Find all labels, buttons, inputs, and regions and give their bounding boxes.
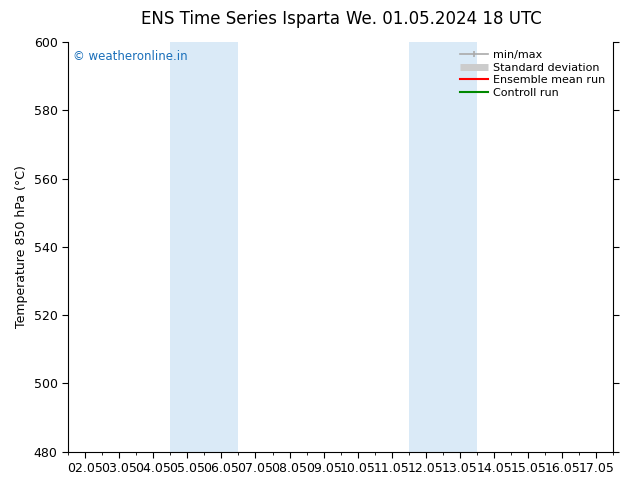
Bar	[204, 42, 238, 452]
Legend: min/max, Standard deviation, Ensemble mean run, Controll run: min/max, Standard deviation, Ensemble me…	[456, 46, 610, 102]
Bar	[443, 42, 477, 452]
Bar	[409, 42, 443, 452]
Bar	[171, 42, 204, 452]
Text: © weatheronline.in: © weatheronline.in	[74, 50, 188, 63]
Text: We. 01.05.2024 18 UTC: We. 01.05.2024 18 UTC	[346, 10, 541, 28]
Text: ENS Time Series Isparta: ENS Time Series Isparta	[141, 10, 340, 28]
Y-axis label: Temperature 850 hPa (°C): Temperature 850 hPa (°C)	[15, 166, 28, 328]
